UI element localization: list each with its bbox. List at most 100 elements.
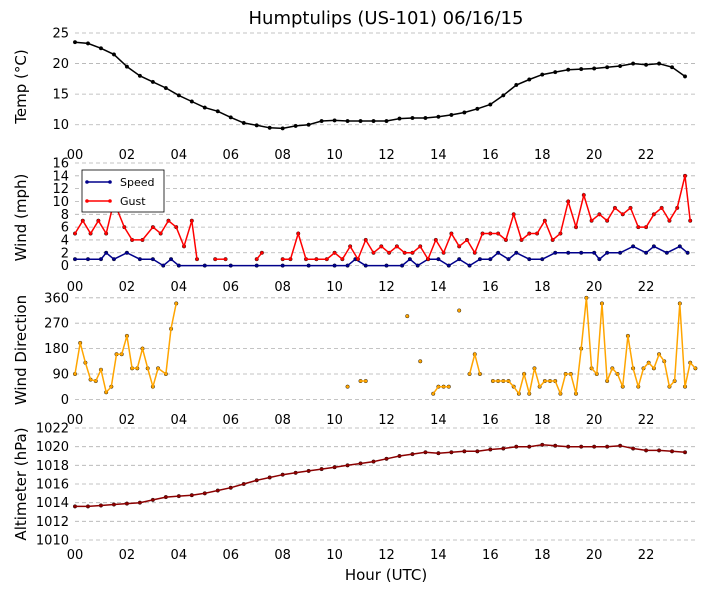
x-tick-label: 06 [222,148,239,163]
x-tick-label: 12 [378,548,395,563]
y-tick-label: 1020 [36,440,69,455]
series-line [256,252,263,260]
x-tick-label: 02 [119,148,136,163]
x-tick-label: 02 [119,413,136,428]
x-tick-label: 08 [274,148,291,163]
series-temp [72,40,688,131]
x-tick-label: 16 [482,548,499,563]
x-tick-label: 16 [482,413,499,428]
x-tick-label: 02 [119,280,136,295]
data-point [418,359,423,364]
y-tick-label: 180 [44,342,69,357]
y-tick-label: 1010 [36,534,69,549]
series-line [75,245,689,267]
series-line [468,351,481,375]
y-tick-label: 1016 [36,478,69,493]
x-tick-label: 14 [430,148,447,163]
y-tick-label: 20 [52,57,69,72]
x-tick-label: 08 [274,548,291,563]
series-line [432,385,449,395]
series-alt [72,442,688,509]
legend-marker [108,180,112,184]
x-tick-label: 16 [482,280,499,295]
x-tick-label: 00 [67,548,84,563]
x-tick-label: 04 [171,148,188,163]
series-line [282,175,691,261]
subplot-dir: 0 90 180 270 360 00 02 04 06 08 10 12 14 16 18 20 22 Wind… [12,291,698,428]
x-tick-label: 06 [222,548,239,563]
y-tick-label: 90 [52,367,69,382]
y-tick-label: 270 [44,317,69,332]
series-gust [72,173,693,262]
x-tick-label: 22 [638,280,655,295]
x-tick-label: 10 [326,548,343,563]
y-tick-label: 1018 [36,459,69,474]
x-tick-label: 12 [378,280,395,295]
y-axis-label: Wind (mph) [12,174,30,262]
legend-label: Gust [120,195,146,208]
subplot-temp: 10 15 20 25 00 02 04 06 08 10 12 14 16 18 20 22 Temp (°C… [12,27,698,163]
y-tick-label: 14 [52,169,69,184]
legend-marker [85,199,89,203]
x-tick-label: 06 [222,413,239,428]
y-tick-label: 15 [52,88,69,103]
y-axis-label: Temp (°C) [12,49,30,124]
x-tick-label: 22 [638,148,655,163]
y-tick-label: 4 [61,233,69,248]
x-tick-label: 10 [326,148,343,163]
series-line [74,303,177,394]
x-tick-label: 20 [586,413,603,428]
x-tick-label: 22 [638,548,655,563]
x-tick-label: 06 [222,280,239,295]
y-tick-label: 0 [61,393,69,408]
x-tick-label: 14 [430,548,447,563]
y-tick-label: 10 [52,118,69,133]
y-tick-label: 25 [52,27,69,42]
legend-marker [108,199,112,203]
y-tick-label: 360 [44,291,69,306]
y-tick-label: 2 [61,246,69,261]
legend: Speed Gust [81,169,165,213]
x-tick-label: 02 [119,548,136,563]
x-tick-label: 00 [67,280,84,295]
x-tick-label: 08 [274,413,291,428]
series-line [74,199,198,260]
x-tick-label: 00 [67,413,84,428]
series-line [75,444,686,508]
x-tick-label: 10 [326,280,343,295]
y-tick-label: 16 [52,157,69,172]
x-tick-label: 20 [586,280,603,295]
x-tick-label: 10 [326,413,343,428]
x-tick-label: 04 [171,413,188,428]
x-tick-label: 18 [534,548,551,563]
y-tick-label: 1022 [36,422,69,437]
x-tick-label: 18 [534,280,551,295]
x-tick-label: 14 [430,413,447,428]
x-tick-label: 18 [534,413,551,428]
x-tick-label: 20 [586,548,603,563]
y-tick-label: 1012 [36,515,69,530]
y-tick-label: 0 [61,259,69,274]
data-point [457,308,462,313]
y-tick-label: 10 [52,195,69,210]
x-tick-label: 04 [171,280,188,295]
y-tick-label: 6 [61,221,69,236]
series-dir [72,295,698,397]
y-tick-label: 1014 [36,496,69,511]
x-tick-label: 20 [586,148,603,163]
x-tick-label: 12 [378,148,395,163]
legend-label: Speed [120,176,154,189]
y-axis-label: Altimeter (hPa) [12,427,30,540]
x-tick-label: 08 [274,280,291,295]
y-tick-label: 12 [52,182,69,197]
x-tick-label: 22 [638,413,655,428]
x-tick-label: 00 [67,148,84,163]
x-tick-label: 16 [482,148,499,163]
data-point [405,314,410,319]
data-point [345,384,350,389]
chart-title: Humptulips (US-101) 06/16/15 [249,8,524,29]
series-line [492,297,696,397]
